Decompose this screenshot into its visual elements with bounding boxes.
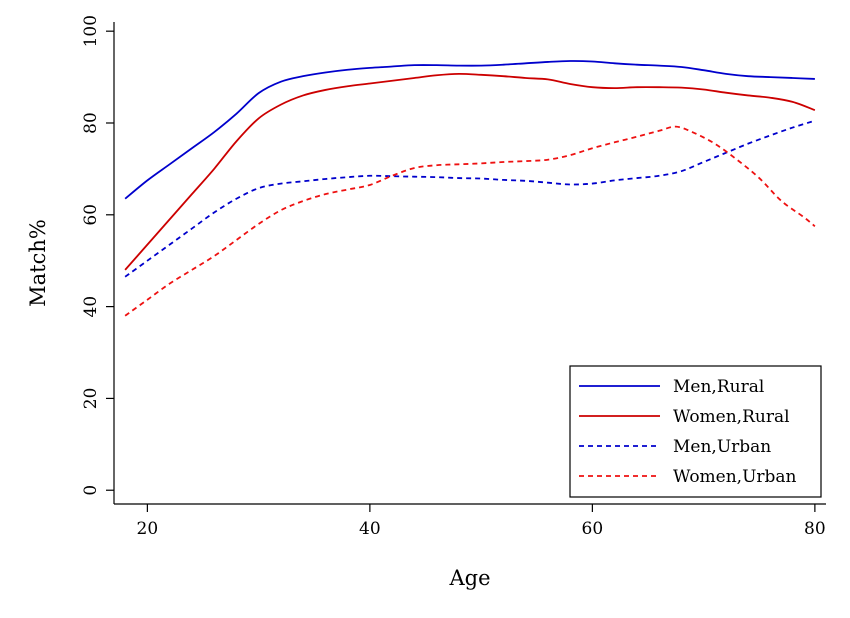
series-line-women-urban (124, 125, 816, 317)
legend-box (569, 365, 822, 498)
legend-label: Men,Rural (673, 377, 764, 397)
x-tick-label: 40 (359, 519, 381, 539)
series-line-women-rural (124, 72, 816, 271)
y-tick-label: 0 (81, 485, 101, 496)
y-axis-title: Match% (26, 219, 50, 307)
series-lines (124, 60, 816, 317)
x-tick-label: 80 (804, 519, 826, 539)
x-tick-label: 60 (582, 519, 604, 539)
y-tick-label: 80 (81, 112, 101, 134)
y-tick-label: 60 (81, 204, 101, 226)
x-axis-title: Age (448, 566, 490, 590)
axes: 20 40 60 80 0 20 40 60 80 100 (81, 15, 826, 539)
series-line-men-urban (124, 119, 816, 278)
legend-label: Men,Urban (673, 437, 771, 457)
y-tick-label: 40 (81, 296, 101, 318)
series-line-men-rural (124, 60, 815, 200)
legend-label: Women,Rural (673, 407, 790, 427)
y-tick-label: 20 (81, 388, 101, 410)
y-tick-label: 100 (81, 15, 101, 47)
legend-label: Women,Urban (673, 467, 797, 487)
legend: Men,Rural Women,Rural Men,Urban Women,Urban (569, 365, 822, 498)
x-tick-label: 20 (137, 519, 159, 539)
